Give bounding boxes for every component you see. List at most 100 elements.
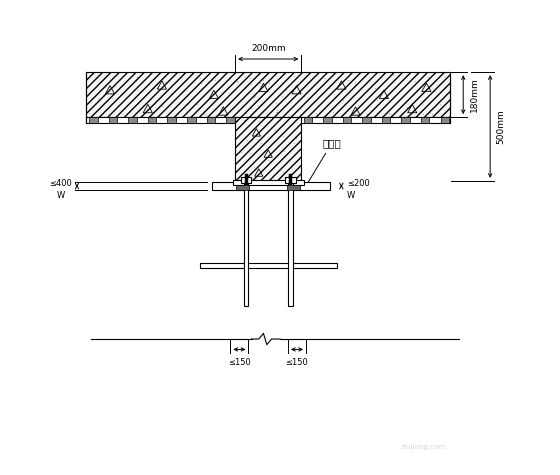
Point	[260, 88, 269, 95]
Point	[221, 78, 230, 86]
Point	[254, 101, 263, 109]
Point	[334, 105, 343, 113]
Point	[132, 77, 141, 85]
Point	[111, 79, 120, 86]
Point	[264, 79, 273, 86]
Point	[353, 102, 362, 109]
Bar	[200, 263, 337, 268]
Point	[312, 110, 321, 117]
Point	[409, 104, 418, 112]
Point	[273, 169, 282, 177]
Text: 步步紧: 步步紧	[306, 138, 341, 185]
Bar	[233, 180, 304, 185]
Point	[431, 87, 440, 95]
Bar	[287, 185, 300, 190]
Point	[241, 109, 250, 117]
Point	[256, 118, 265, 126]
Bar	[226, 117, 235, 123]
Point	[110, 82, 119, 90]
Point	[290, 140, 298, 147]
Point	[326, 90, 335, 97]
Point	[410, 82, 419, 89]
Bar	[441, 117, 449, 123]
Point	[385, 110, 394, 117]
Point	[158, 102, 167, 110]
Point	[200, 110, 209, 118]
Point	[278, 92, 287, 99]
Point	[243, 136, 252, 143]
Bar	[241, 177, 251, 183]
Point	[132, 73, 141, 81]
Point	[418, 111, 427, 118]
Bar	[187, 117, 195, 123]
Point	[389, 71, 398, 79]
Point	[250, 96, 259, 104]
Point	[208, 76, 217, 84]
Point	[246, 150, 255, 157]
Bar	[244, 182, 249, 306]
Point	[272, 100, 281, 107]
Point	[85, 109, 94, 117]
Point	[217, 103, 226, 111]
Point	[249, 93, 258, 101]
Point	[273, 108, 282, 116]
Point	[108, 94, 117, 101]
Text: zhulong.com: zhulong.com	[400, 444, 445, 450]
Point	[350, 78, 359, 86]
Point	[256, 140, 265, 147]
Text: ≤400: ≤400	[49, 179, 72, 188]
Point	[211, 76, 220, 83]
Point	[435, 100, 444, 107]
Point	[149, 84, 158, 92]
Point	[279, 169, 288, 176]
Point	[245, 166, 254, 173]
Point	[269, 122, 278, 129]
Text: 180mm: 180mm	[470, 77, 479, 112]
Bar	[362, 117, 371, 123]
Text: ≤150: ≤150	[228, 358, 251, 367]
Point	[339, 96, 348, 104]
Point	[93, 94, 102, 102]
Point	[264, 156, 273, 164]
Point	[237, 148, 246, 156]
Point	[246, 80, 255, 88]
Point	[290, 160, 298, 168]
Point	[324, 85, 333, 92]
Point	[370, 84, 379, 92]
Bar	[301, 117, 450, 123]
Point	[261, 130, 270, 137]
Point	[425, 109, 434, 116]
Bar	[89, 117, 98, 123]
Point	[169, 98, 178, 105]
Bar	[212, 182, 330, 190]
Point	[252, 105, 261, 113]
Point	[237, 104, 246, 112]
Bar	[235, 117, 301, 181]
Point	[284, 172, 293, 180]
Point	[181, 105, 190, 113]
Point	[266, 158, 275, 165]
Point	[300, 92, 309, 100]
Bar	[128, 117, 137, 123]
Point	[255, 117, 264, 125]
Bar	[304, 117, 312, 123]
Point	[250, 163, 259, 171]
Point	[427, 110, 436, 118]
Text: 500mm: 500mm	[497, 109, 506, 144]
Point	[362, 110, 371, 117]
Point	[297, 105, 306, 113]
Point	[240, 116, 249, 124]
Point	[144, 100, 153, 107]
Point	[133, 86, 142, 94]
Text: ≤200: ≤200	[347, 179, 370, 188]
Bar	[421, 117, 430, 123]
Point	[328, 108, 337, 116]
Point	[403, 104, 412, 111]
Bar	[382, 117, 390, 123]
Point	[233, 106, 242, 114]
Point	[259, 76, 268, 84]
Point	[279, 147, 288, 155]
Point	[291, 134, 300, 142]
Bar	[109, 117, 117, 123]
Point	[245, 75, 254, 82]
